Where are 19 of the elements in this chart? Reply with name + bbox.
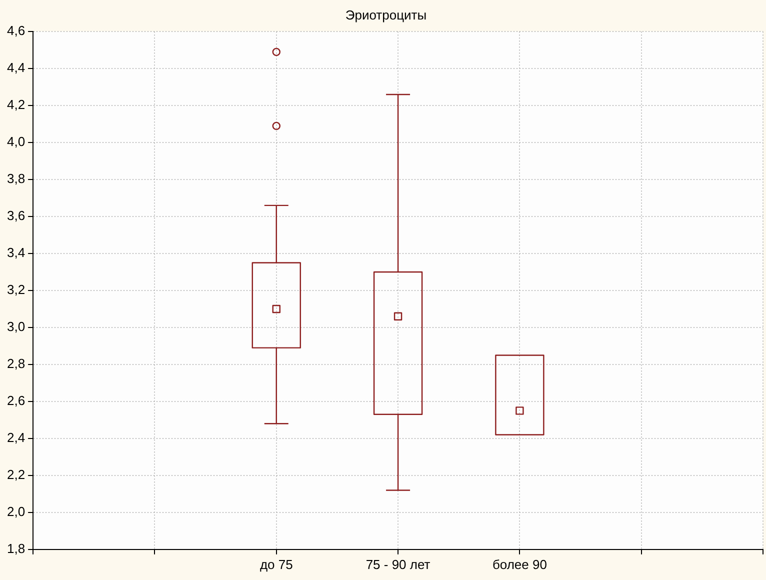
y-tick-label: 3,0 [6, 319, 26, 334]
chart-title: Эриотроциты [345, 7, 427, 22]
y-tick-label: 3,6 [6, 208, 26, 224]
y-tick-label: 2,0 [6, 504, 26, 519]
y-tick-label: 2,8 [6, 356, 26, 372]
y-tick-label: 4,2 [6, 97, 26, 112]
y-tick-label: 4,0 [6, 134, 26, 150]
y-tick-label: 4,6 [6, 23, 26, 38]
y-tick-label: 3,8 [6, 171, 26, 186]
y-tick-label: 4,4 [6, 60, 26, 76]
y-tick-label: 2,6 [6, 393, 26, 408]
x-tick-label: до 75 [260, 556, 293, 572]
y-tick-label: 1,8 [6, 540, 26, 556]
x-tick-label: 75 - 90 лет [366, 556, 430, 572]
y-tick-label: 2,4 [6, 430, 26, 446]
y-tick-label: 2,2 [6, 467, 26, 482]
y-tick-label: 3,4 [6, 245, 26, 260]
x-tick-label: более 90 [492, 556, 547, 572]
y-tick-label: 3,2 [6, 282, 26, 298]
